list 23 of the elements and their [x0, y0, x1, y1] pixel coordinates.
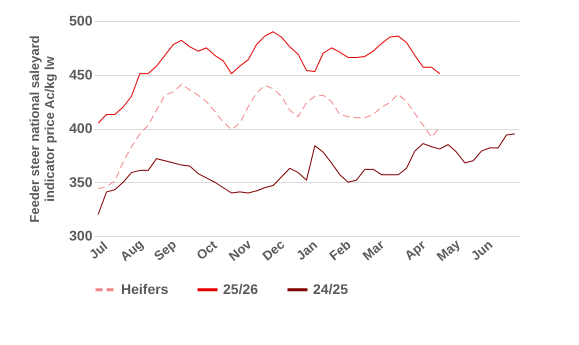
x-tick-label: Aug — [117, 236, 146, 264]
x-tick-label: Jun — [468, 236, 496, 264]
y-tick-label: 350 — [69, 174, 93, 190]
line-series — [98, 31, 440, 124]
x-tick-label: Jan — [293, 237, 320, 264]
x-tick-label: Dec — [259, 236, 288, 264]
line-series — [98, 133, 516, 215]
y-tick-label: 300 — [69, 228, 93, 244]
legend-label: Heifers — [121, 280, 169, 297]
y-tick-label: 500 — [69, 12, 93, 28]
y-tick-label: 400 — [69, 120, 93, 136]
line-series — [98, 84, 440, 190]
x-tick-label: Mar — [360, 236, 388, 264]
legend-label: 24/25 — [313, 280, 348, 297]
x-tick-label: Oct — [194, 236, 220, 263]
x-tick-label: Apr — [402, 237, 428, 264]
x-tick-label: Sep — [151, 236, 180, 264]
x-tick-label: Feb — [326, 236, 354, 264]
y-tick-label: 450 — [69, 66, 93, 82]
x-tick-label: Nov — [226, 236, 255, 264]
x-tick-label: May — [434, 236, 464, 264]
legend-label: 25/26 — [223, 280, 258, 297]
y-axis-title: Feeder steer national saleyard indicator price Ac/kg lw — [27, 35, 58, 223]
